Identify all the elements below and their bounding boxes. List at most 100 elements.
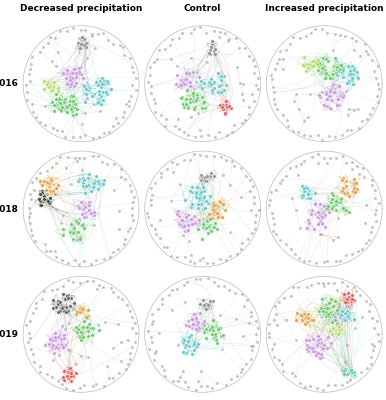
Point xyxy=(317,308,323,314)
Point xyxy=(353,37,359,44)
Point xyxy=(168,198,174,204)
Point xyxy=(332,298,339,305)
Point xyxy=(346,208,352,215)
Point xyxy=(271,96,277,102)
Point xyxy=(52,334,58,340)
Point xyxy=(369,224,375,230)
Point xyxy=(205,327,212,334)
Point xyxy=(338,195,344,202)
Point xyxy=(188,204,194,210)
Point xyxy=(183,214,190,220)
Point xyxy=(103,89,109,95)
Point xyxy=(80,175,86,182)
Point xyxy=(198,383,205,389)
Point xyxy=(71,229,77,236)
Point xyxy=(95,153,102,159)
Point xyxy=(233,35,239,42)
Point xyxy=(82,190,88,196)
Point xyxy=(324,305,330,311)
Point xyxy=(68,378,74,384)
Point xyxy=(252,219,258,225)
Point xyxy=(29,309,36,316)
Point xyxy=(66,102,72,108)
Point xyxy=(174,211,180,218)
Point xyxy=(78,199,84,205)
Point xyxy=(62,326,68,332)
Point xyxy=(211,208,217,214)
Point xyxy=(350,296,356,302)
Point xyxy=(283,241,289,248)
Point xyxy=(335,215,341,222)
Point xyxy=(76,328,83,334)
Point xyxy=(351,182,357,188)
Point xyxy=(47,199,53,206)
Point xyxy=(56,96,62,102)
Point xyxy=(50,83,56,90)
Point xyxy=(196,217,202,224)
Point xyxy=(304,346,310,352)
Point xyxy=(345,298,351,304)
Point xyxy=(319,89,325,96)
Point xyxy=(253,318,259,324)
Point xyxy=(74,69,81,76)
Point xyxy=(82,110,88,117)
Point xyxy=(209,324,215,331)
Point xyxy=(191,339,198,346)
Point xyxy=(332,31,339,37)
Point xyxy=(339,176,345,183)
Point xyxy=(178,84,185,90)
Point xyxy=(181,129,187,135)
Point xyxy=(225,38,231,44)
Point xyxy=(132,320,139,326)
Point xyxy=(271,316,277,323)
Point xyxy=(153,348,159,355)
Point xyxy=(299,183,305,190)
Point xyxy=(85,307,91,313)
Point xyxy=(192,341,198,348)
Point xyxy=(84,95,90,102)
Point xyxy=(320,259,327,265)
Point xyxy=(70,134,76,141)
Point xyxy=(335,330,341,337)
Point xyxy=(82,132,88,138)
Point xyxy=(324,160,330,166)
Point xyxy=(325,92,332,99)
Point xyxy=(85,313,91,319)
Point xyxy=(110,41,117,47)
Point xyxy=(189,317,195,323)
Point xyxy=(210,202,217,208)
Point xyxy=(102,78,108,84)
Point xyxy=(159,301,165,307)
Point xyxy=(90,101,96,108)
Point xyxy=(211,79,217,85)
Point xyxy=(206,223,212,229)
Point xyxy=(301,188,307,194)
Point xyxy=(313,260,319,266)
Point xyxy=(293,163,299,169)
Point xyxy=(296,254,302,261)
Point xyxy=(354,74,361,81)
Point xyxy=(255,74,261,81)
Point xyxy=(358,369,364,375)
Point xyxy=(196,197,202,203)
Point xyxy=(180,368,186,374)
Point xyxy=(61,343,68,350)
Point xyxy=(86,321,92,328)
Point xyxy=(366,236,372,243)
Point xyxy=(190,92,196,99)
Point xyxy=(253,82,259,88)
Point xyxy=(63,164,69,171)
Point xyxy=(251,194,257,200)
Point xyxy=(334,67,340,73)
Point xyxy=(308,30,314,36)
Point xyxy=(235,45,242,51)
Point xyxy=(58,220,64,226)
Point xyxy=(195,226,201,233)
Point xyxy=(333,309,339,315)
Point xyxy=(129,64,135,70)
Point xyxy=(218,89,225,95)
Point xyxy=(90,135,96,141)
Point xyxy=(145,79,151,85)
Point xyxy=(295,284,301,290)
Point xyxy=(328,93,334,100)
